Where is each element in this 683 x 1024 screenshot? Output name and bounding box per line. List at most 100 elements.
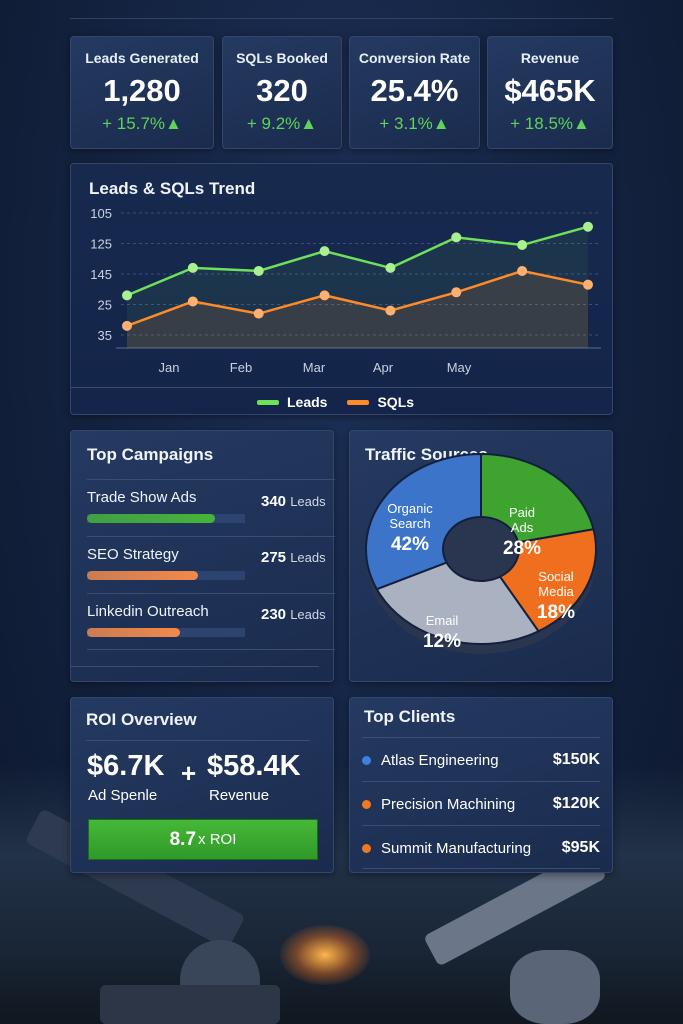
data-point-leads [253, 265, 264, 276]
campaign-value: 230 Leads [261, 606, 326, 623]
client-dot [362, 843, 371, 853]
campaign-count: 275 [261, 549, 287, 566]
data-point-sqls [122, 320, 132, 331]
data-point-sqls [583, 279, 593, 290]
data-point-sqls [319, 290, 330, 301]
campaign-count: 340 [261, 493, 287, 510]
legend-divider [71, 387, 612, 388]
legend-label-leads: Leads [287, 394, 328, 410]
y-tick-label: 125 [90, 237, 112, 252]
line-chart: 105 125 145 25 35 Jan Feb Mar Apr May [90, 206, 601, 375]
chart-title: Leads & SQLs Trend [89, 179, 256, 198]
slice-percent: 42% [391, 534, 429, 555]
campaign-progress-fill [87, 514, 215, 523]
divider [86, 740, 310, 741]
client-row: Precision Machining $120K [362, 782, 600, 826]
campaign-progress [87, 514, 245, 523]
y-tick-label: 35 [98, 328, 112, 343]
roi-badge: 8.7 x ROI [88, 819, 318, 860]
client-amount: $120K [552, 795, 600, 812]
campaign-progress-fill [87, 571, 198, 580]
top-clients-panel: Top Clients Atlas Engineering $150K Preci… [349, 697, 613, 873]
kpi-conversion: Conversion Rate 25.4% + 3.1%▲ [349, 36, 480, 149]
data-point-leads [451, 232, 462, 243]
series-line-sqls [126, 269, 589, 328]
client-dot [362, 755, 371, 765]
data-point-leads [583, 221, 593, 232]
campaigns-title: Top Campaigns [87, 445, 214, 464]
slice-label: Email [426, 613, 459, 628]
roi-title: ROI Overview [86, 710, 197, 729]
clients-title: Top Clients [364, 707, 456, 726]
slice-percent: 18% [537, 602, 575, 623]
kpi-change: + 9.2%▲ [246, 114, 318, 133]
slice-label: Social [538, 569, 574, 584]
roi-panel: ROI Overview $6.7K Ad Spenle + $58.4K Re… [70, 697, 334, 873]
kpi-value: 1,280 [103, 73, 181, 108]
divider [70, 18, 613, 19]
plus-sign: + [181, 758, 197, 788]
slice-label: Ads [511, 520, 534, 535]
campaign-progress-fill [87, 628, 181, 637]
kpi-change: + 18.5%▲ [510, 114, 590, 133]
data-point-sqls [517, 265, 528, 276]
divider [87, 593, 335, 594]
revenue-value: $58.4K [207, 750, 301, 782]
legend-swatch-leads [257, 399, 279, 405]
campaign-progress [87, 571, 245, 580]
kpi-revenue: Revenue $465K + 18.5%▲ [487, 36, 613, 149]
slice-label: Media [538, 584, 574, 599]
x-tick-label: May [447, 360, 472, 375]
client-name: Precision Machining [381, 795, 516, 813]
roi-label: x ROI [198, 831, 237, 848]
ad-spend-value: $6.7K [87, 750, 165, 782]
client-amount: $95K [561, 839, 600, 856]
divider [362, 868, 600, 869]
y-tick-label: 105 [90, 206, 112, 221]
kpi-title: SQLs Booked [236, 50, 328, 66]
divider [87, 479, 335, 480]
machine-block [100, 985, 280, 1024]
x-tick-label: Mar [303, 360, 326, 375]
divider [362, 737, 600, 738]
y-tick-label: 145 [90, 267, 112, 282]
data-point-sqls [451, 287, 462, 298]
divider [71, 666, 319, 667]
divider [87, 649, 335, 650]
campaign-unit: Leads [290, 607, 326, 622]
slice-organic [365, 452, 482, 591]
client-row: Summit Manufacturing $95K [362, 826, 600, 870]
campaign-unit: Leads [290, 494, 326, 509]
robot-base [510, 950, 600, 1024]
data-point-sqls [385, 305, 396, 316]
traffic-sources-panel: Traffic Sources Organic Search 42% Paid Ads 2… [349, 430, 613, 682]
series-area-sqls [127, 270, 588, 348]
divider [362, 781, 600, 782]
furnace-glow [280, 925, 370, 985]
client-dot [362, 799, 371, 809]
campaign-name: Linkedin Outreach [87, 603, 209, 620]
kpi-sqls: SQLs Booked 320 + 9.2%▲ [222, 36, 342, 149]
slice-label: Organic [387, 501, 433, 516]
kpi-value: $465K [504, 73, 596, 108]
data-point-sqls [187, 296, 198, 307]
campaign-name: Trade Show Ads [87, 489, 197, 506]
kpi-leads: Leads Generated 1,280 + 15.7%▲ [70, 36, 214, 149]
slice-social [498, 528, 597, 633]
x-tick-label: Apr [373, 360, 394, 375]
client-row: Atlas Engineering $150K [362, 738, 600, 782]
data-point-leads [122, 290, 132, 301]
campaign-value: 340 Leads [261, 493, 326, 510]
client-amount: $150K [552, 751, 600, 768]
legend-swatch-sqls [347, 399, 370, 405]
kpi-value: 25.4% [370, 73, 459, 108]
ad-spend-label: Ad Spenle [88, 787, 158, 804]
data-point-leads [517, 240, 528, 251]
slice-paid [480, 452, 595, 544]
campaign-name: SEO Strategy [87, 546, 179, 563]
y-tick-label: 25 [98, 298, 112, 313]
data-point-leads [187, 262, 198, 273]
revenue-label: Revenue [209, 787, 270, 804]
kpi-title: Revenue [520, 50, 580, 66]
